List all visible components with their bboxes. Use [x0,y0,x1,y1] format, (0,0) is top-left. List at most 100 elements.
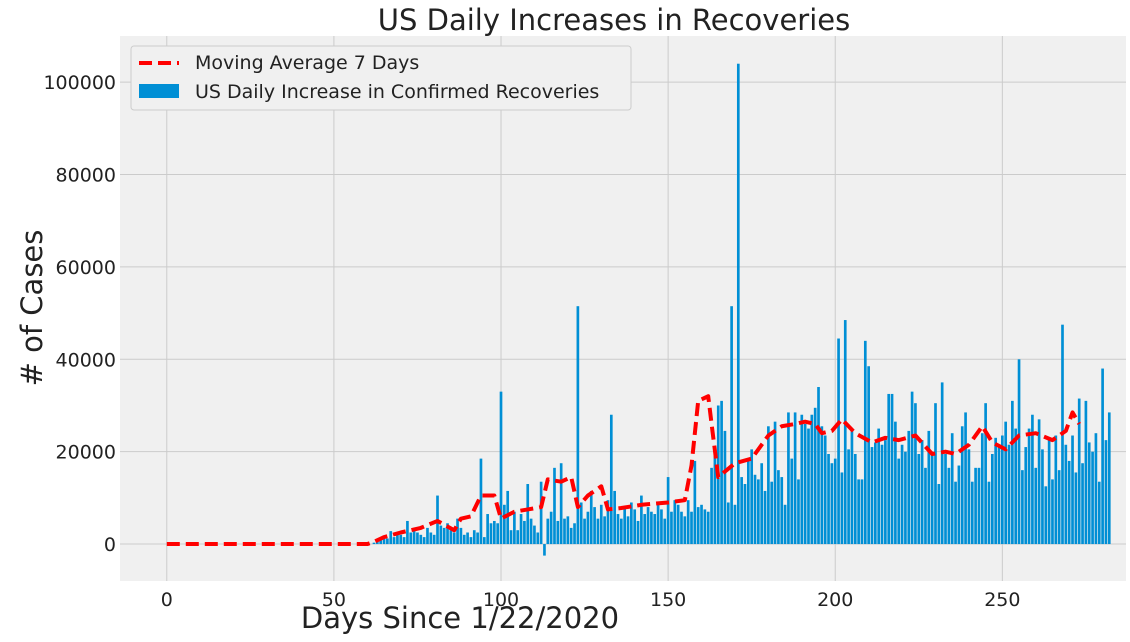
bar [880,444,884,545]
bar [904,451,907,545]
bar [870,447,874,545]
bar [800,414,804,545]
bar [733,504,737,545]
bar [523,520,526,545]
bar [720,400,723,545]
bar [1097,481,1101,545]
bar [683,516,687,545]
bar [609,414,613,545]
bar [416,532,419,545]
bar [730,306,733,545]
bar [807,428,810,545]
moving-average-line [166,394,1081,547]
bar [559,463,563,545]
bar [646,507,650,545]
bar [553,467,556,545]
bar [910,391,914,545]
y-tick-label: 80000 [56,165,116,187]
bar [747,458,750,545]
bar [382,537,386,545]
bar [917,453,921,545]
bar [653,514,657,545]
bar [566,516,570,545]
legend-box [130,45,632,111]
chart-title: US Daily Increases in Recoveries [378,3,850,37]
bar [696,507,700,545]
bar [930,453,934,545]
bar [934,403,937,545]
bar [499,391,503,545]
bar [710,467,713,545]
bar [459,527,463,545]
bar [750,449,754,545]
bar [376,541,379,545]
bar [496,523,499,545]
bar [900,444,904,545]
bar [536,532,540,545]
bar [833,458,837,545]
bar [894,421,897,545]
bar [432,534,436,545]
bar [887,393,891,545]
y-tick-label: 40000 [56,349,116,371]
bar [947,467,951,545]
bar [700,504,703,545]
bar [863,340,867,545]
bar [519,514,523,545]
bar [874,442,877,545]
bar [927,430,931,545]
bar [897,458,901,545]
y-axis-label: # of Cases [15,230,49,387]
bar [813,407,817,545]
bar [990,453,994,545]
bar [526,484,530,545]
bar [389,531,393,545]
bar [1001,435,1004,545]
bar [603,516,606,545]
bar [977,467,981,545]
bar [944,453,947,545]
bar [1101,368,1104,545]
bar [690,511,693,545]
bar [810,414,814,545]
tick-labels: 0 20000 40000 60000 80000 100000 0 50 100 150 200 2… [43,72,1020,611]
bar [426,527,429,545]
x-axis-label: Days Since 1/22/2020 [301,601,619,635]
bar [486,514,489,545]
bar [589,490,593,545]
bar [462,534,466,545]
bar [663,518,667,545]
bar [954,481,957,545]
bar [1074,472,1078,545]
bar [830,463,834,545]
bar [569,527,573,545]
bar [890,393,894,545]
bar [1044,486,1048,545]
bar [422,537,426,545]
bar [1084,400,1088,545]
bar [533,525,536,545]
bar [840,472,844,545]
bar [583,518,586,545]
bar [997,444,1001,545]
bar [386,538,389,545]
bar [1047,440,1051,545]
bar [476,532,479,545]
bar [1067,460,1071,545]
bar [636,520,640,545]
bar [469,537,473,545]
bar [656,502,660,545]
bar [1041,449,1044,545]
bar [546,518,550,545]
bar [599,504,603,545]
bar [539,481,543,545]
bar [1007,444,1011,545]
bar [633,509,637,545]
bar [660,509,663,545]
bar [549,511,553,545]
bar [503,504,506,545]
bar [482,537,486,545]
bar [726,502,730,545]
bar [907,430,911,545]
bar [372,542,376,545]
